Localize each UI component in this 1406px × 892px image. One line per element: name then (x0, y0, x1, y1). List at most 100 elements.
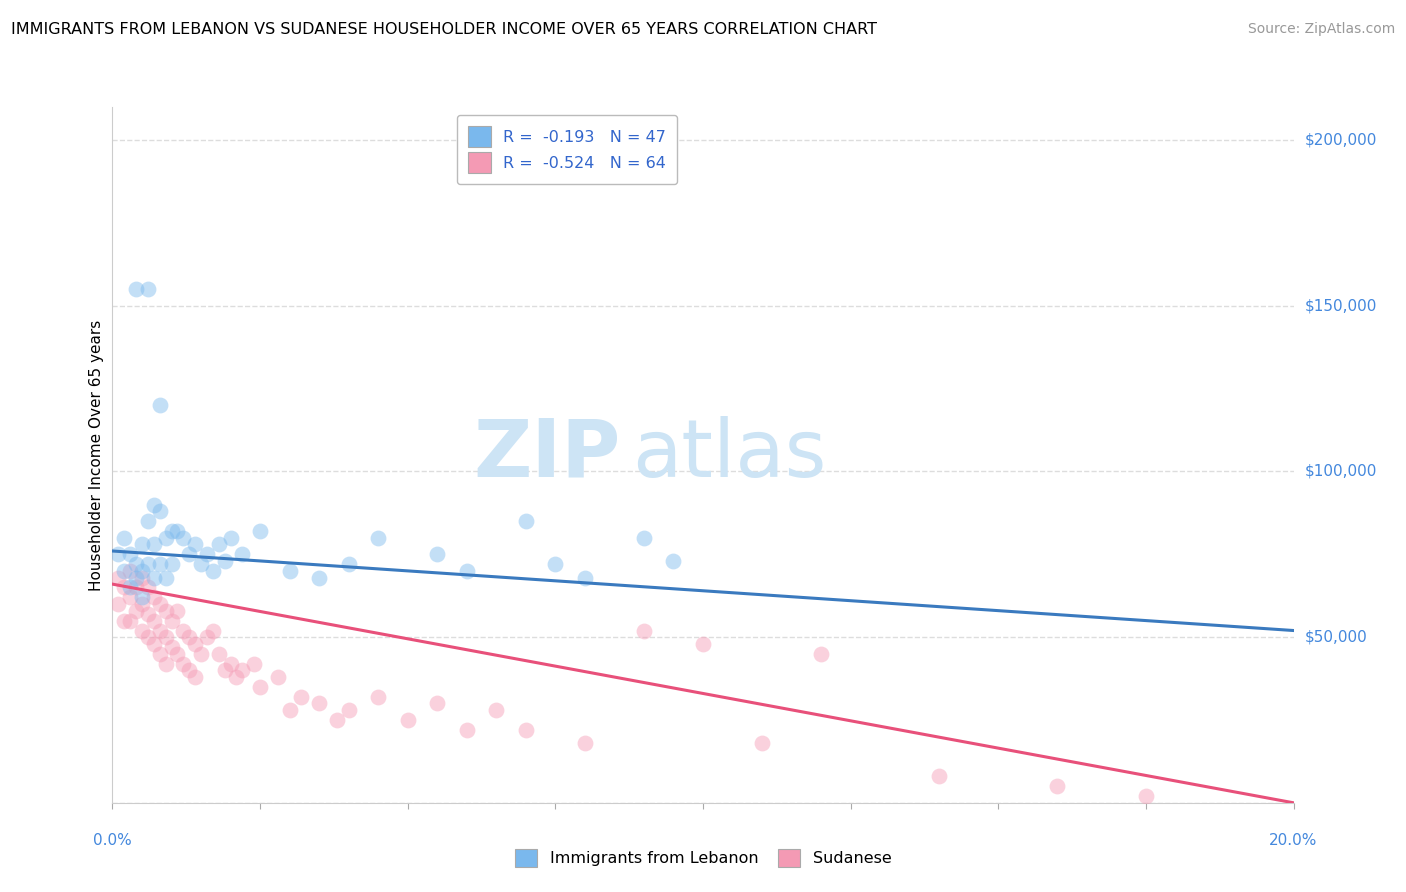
Point (190, 647, 212, 661)
Text: IMMIGRANTS FROM LEBANON VS SUDANESE HOUSEHOLDER INCOME OVER 65 YEARS CORRELATION: IMMIGRANTS FROM LEBANON VS SUDANESE HOUS… (11, 22, 877, 37)
Point (142, 637, 165, 651)
Point (633, 531, 655, 545)
Point (278, 703, 301, 717)
Point (574, 736, 596, 750)
Point (112, 581, 135, 595)
Point (131, 624, 153, 638)
Point (190, 558, 212, 572)
Point (125, 581, 148, 595)
Point (249, 680, 271, 694)
Point (136, 514, 159, 528)
Point (456, 564, 478, 578)
Point (120, 581, 142, 595)
Point (136, 607, 159, 621)
Point (278, 564, 301, 578)
Point (214, 554, 236, 568)
Point (155, 657, 177, 671)
Y-axis label: Householder Income Over 65 years: Householder Income Over 65 years (89, 319, 104, 591)
Point (107, 547, 129, 561)
Point (136, 282, 159, 296)
Point (142, 570, 165, 584)
Point (125, 604, 148, 618)
Point (179, 663, 201, 677)
Point (208, 647, 231, 661)
Point (149, 647, 172, 661)
Point (290, 690, 312, 704)
Point (155, 604, 177, 618)
Point (112, 614, 135, 628)
Text: ZIP: ZIP (472, 416, 620, 494)
Point (149, 504, 172, 518)
Point (308, 697, 330, 711)
Point (179, 547, 201, 561)
Point (692, 637, 714, 651)
Point (142, 537, 165, 551)
Point (184, 670, 207, 684)
Point (928, 769, 950, 783)
Point (515, 514, 537, 528)
Point (142, 614, 165, 628)
Point (225, 670, 247, 684)
Point (131, 570, 153, 584)
Point (107, 570, 129, 584)
Point (184, 637, 207, 651)
Point (1046, 779, 1069, 793)
Point (249, 524, 271, 538)
Point (166, 604, 188, 618)
Point (136, 581, 159, 595)
Point (160, 558, 183, 572)
Point (214, 663, 236, 677)
Point (120, 547, 142, 561)
Point (337, 558, 360, 572)
Point (308, 570, 330, 584)
Point (142, 498, 165, 512)
Text: $150,000: $150,000 (1305, 298, 1376, 313)
Point (136, 630, 159, 644)
Point (810, 647, 832, 661)
Point (160, 614, 183, 628)
Point (125, 558, 148, 572)
Point (456, 723, 478, 737)
Point (155, 531, 177, 545)
Point (131, 564, 153, 578)
Point (231, 547, 253, 561)
Point (337, 703, 360, 717)
Text: $50,000: $50,000 (1305, 630, 1368, 645)
Point (149, 558, 172, 572)
Point (112, 564, 135, 578)
Point (515, 723, 537, 737)
Text: Source: ZipAtlas.com: Source: ZipAtlas.com (1247, 22, 1395, 37)
Legend: Immigrants from Lebanon, Sudanese: Immigrants from Lebanon, Sudanese (506, 840, 900, 875)
Point (149, 398, 172, 412)
Point (367, 531, 389, 545)
Point (120, 564, 142, 578)
Point (125, 282, 148, 296)
Point (155, 570, 177, 584)
Point (120, 614, 142, 628)
Point (201, 564, 224, 578)
Point (131, 591, 153, 605)
Point (544, 558, 567, 572)
Point (166, 647, 188, 661)
Text: atlas: atlas (633, 416, 827, 494)
Point (367, 690, 389, 704)
Point (136, 558, 159, 572)
Point (149, 597, 172, 611)
Point (160, 524, 183, 538)
Point (131, 597, 153, 611)
Point (485, 703, 508, 717)
Point (172, 624, 194, 638)
Point (201, 624, 224, 638)
Point (633, 624, 655, 638)
Point (1135, 789, 1157, 804)
Point (267, 670, 290, 684)
Point (574, 570, 596, 584)
Point (426, 697, 449, 711)
Point (172, 531, 194, 545)
Point (125, 570, 148, 584)
Point (149, 624, 172, 638)
Point (172, 657, 194, 671)
Point (326, 713, 349, 727)
Point (184, 537, 207, 551)
Point (195, 547, 218, 561)
